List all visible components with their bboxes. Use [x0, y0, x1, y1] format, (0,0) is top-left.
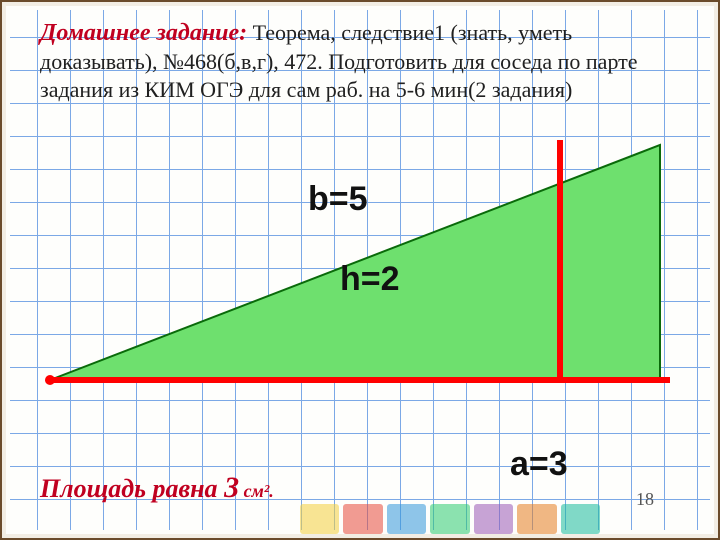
page-number: 18 — [636, 489, 654, 510]
homework-title: Домашнее задание: — [40, 20, 247, 46]
triangle-figure: b=5 h=2 а=3 — [40, 140, 670, 400]
result-unit: см². — [239, 481, 274, 501]
label-a: а=3 — [510, 445, 568, 484]
result-text: Площадь равна 3 см². — [40, 471, 274, 505]
label-h: h=2 — [340, 260, 400, 299]
label-b: b=5 — [308, 180, 368, 219]
result-value: 3 — [224, 471, 239, 504]
vertex-a-dot — [45, 375, 55, 385]
result-prefix: Площадь равна — [40, 474, 224, 503]
decorative-strip — [300, 504, 600, 534]
homework-block: Домашнее задание: Теорема, следствие1 (з… — [40, 18, 680, 103]
